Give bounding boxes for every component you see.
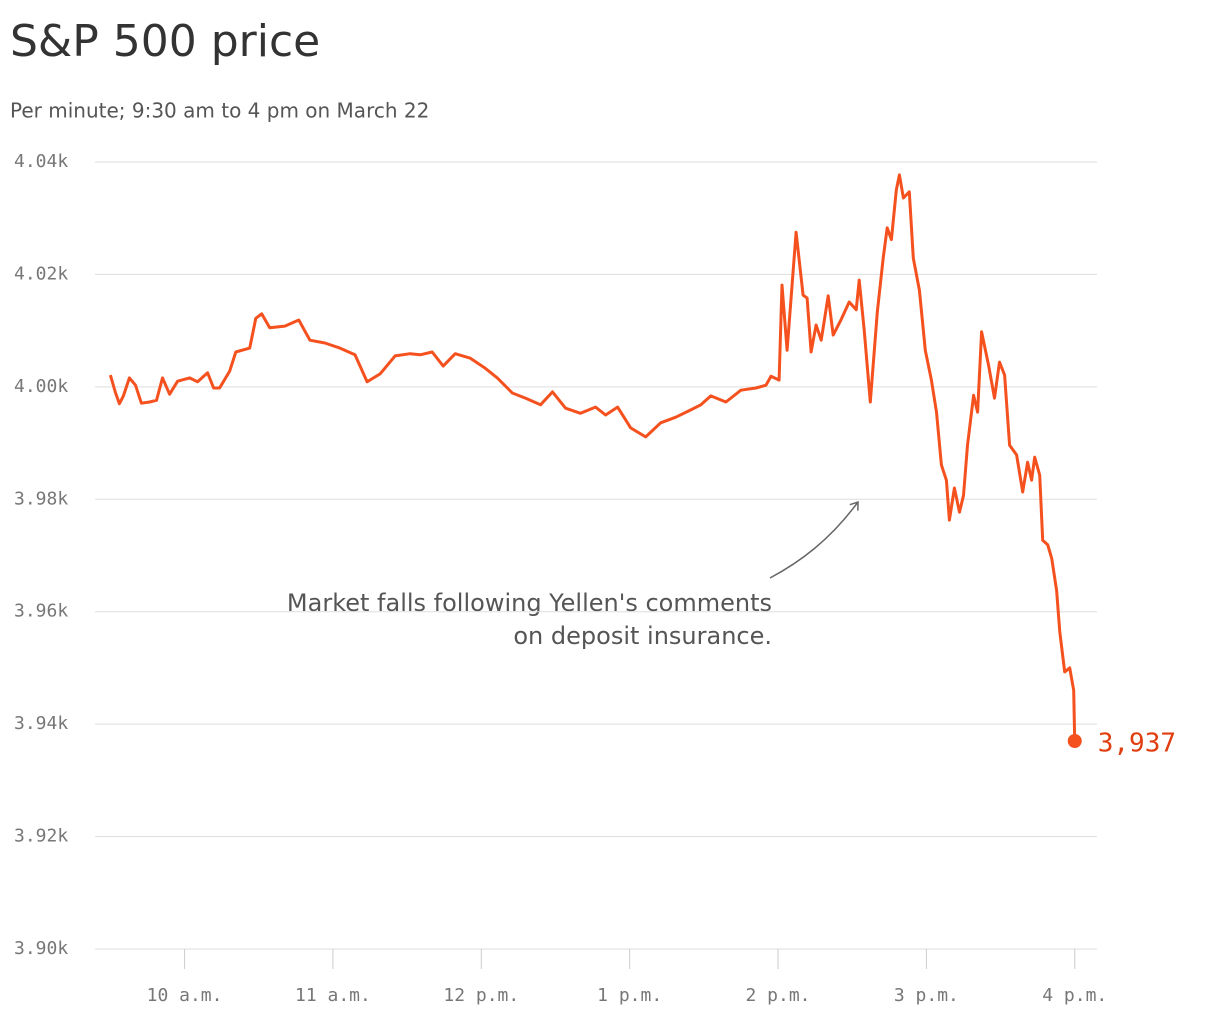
chart-title: S&P 500 price	[10, 16, 320, 67]
x-tick-label: 4 p.m.	[1042, 985, 1107, 1006]
y-tick-label: 3.90k	[14, 938, 68, 959]
annotation: Market falls following Yellen's comments	[287, 589, 772, 617]
x-tick-label: 2 p.m.	[746, 985, 811, 1006]
x-tick-label: 11 a.m.	[295, 985, 371, 1006]
y-tick-label: 3.96k	[14, 601, 68, 622]
chart-subtitle: Per minute; 9:30 am to 4 pm on March 22	[10, 99, 429, 123]
y-tick-label: 4.04k	[14, 151, 68, 172]
price-line	[108, 173, 1077, 742]
x-tick-label: 1 p.m.	[597, 985, 662, 1006]
y-tick-label: 4.02k	[14, 263, 68, 284]
x-tick-label: 10 a.m.	[147, 985, 223, 1006]
x-tick-label: 12 p.m.	[443, 985, 519, 1006]
y-tick-label: 3.94k	[14, 713, 68, 734]
y-tick-label: 3.92k	[14, 826, 68, 847]
annotation: on deposit insurance.	[513, 622, 772, 650]
y-tick-label: 3.98k	[14, 488, 68, 509]
annotation-arrow	[769, 500, 859, 579]
x-tick-label: 3 p.m.	[894, 985, 959, 1006]
y-tick-label: 4.00k	[14, 376, 68, 397]
value-label: 3,937	[1098, 729, 1176, 759]
end-point	[1067, 734, 1082, 749]
